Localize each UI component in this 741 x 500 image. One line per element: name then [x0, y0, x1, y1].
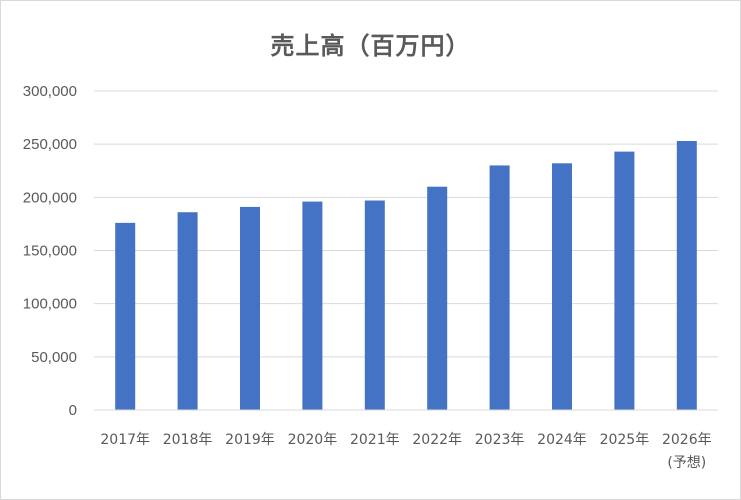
bar — [614, 151, 635, 411]
x-tick-label: 2019年 — [225, 432, 275, 448]
x-tick-label: 2023年 — [475, 432, 525, 448]
y-tick-label: 300,000 — [23, 83, 77, 100]
x-tick-label: 2025年 — [600, 432, 650, 448]
y-tick-label: 150,000 — [23, 243, 77, 260]
y-tick-label: 50,000 — [31, 349, 77, 366]
bar — [427, 186, 448, 410]
bar — [302, 201, 323, 410]
x-tick-label: 2020年 — [288, 432, 338, 448]
bar — [552, 163, 572, 410]
bar — [676, 140, 697, 410]
bar — [115, 222, 136, 410]
chart-title: 売上高（百万円） — [270, 32, 471, 60]
x-tick-label: (予想) — [667, 455, 706, 471]
bar — [489, 165, 510, 410]
bar — [177, 212, 198, 410]
x-tick-label: 2021年 — [350, 432, 400, 448]
bar — [364, 200, 385, 410]
x-tick-label: 2026年 — [662, 432, 712, 448]
y-tick-label: 200,000 — [23, 189, 77, 206]
y-tick-label: 250,000 — [23, 136, 77, 153]
x-tick-label: 2018年 — [163, 432, 213, 448]
x-tick-label: 2017年 — [100, 432, 150, 448]
x-tick-label: 2024年 — [537, 432, 587, 448]
y-tick-label: 100,000 — [23, 296, 77, 313]
bar — [240, 206, 260, 410]
y-tick-label: 0 — [69, 402, 77, 419]
x-tick-label: 2022年 — [412, 432, 462, 448]
